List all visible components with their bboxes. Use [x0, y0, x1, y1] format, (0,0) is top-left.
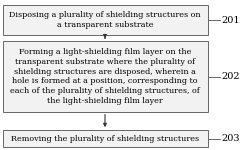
- FancyBboxPatch shape: [2, 5, 208, 35]
- FancyBboxPatch shape: [2, 41, 208, 112]
- Text: Removing the plurality of shielding structures: Removing the plurality of shielding stru…: [11, 135, 199, 143]
- Text: 202: 202: [221, 72, 240, 81]
- Text: 201: 201: [221, 16, 240, 25]
- FancyBboxPatch shape: [2, 130, 208, 147]
- Text: Disposing a plurality of shielding structures on
a transparent substrate: Disposing a plurality of shielding struc…: [9, 11, 201, 29]
- Text: Forming a light-shielding film layer on the
transparent substrate where the plur: Forming a light-shielding film layer on …: [10, 48, 200, 105]
- Text: 203: 203: [221, 134, 240, 143]
